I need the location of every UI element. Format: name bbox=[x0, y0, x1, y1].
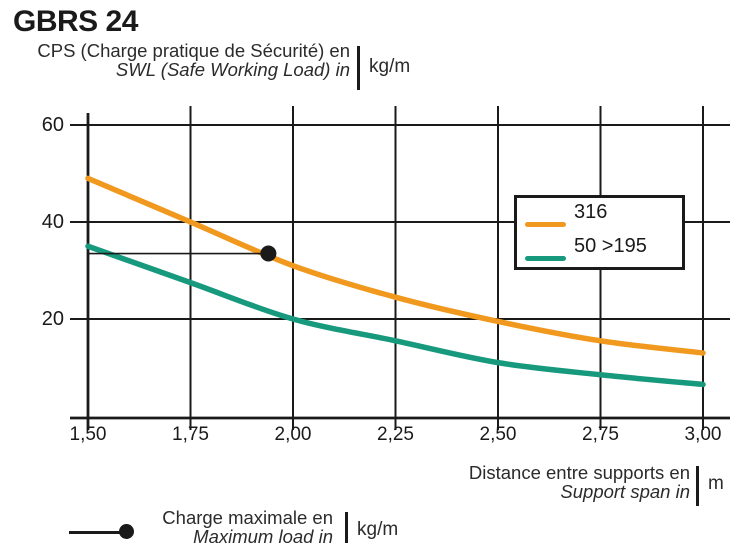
series-curve-316 bbox=[85, 175, 706, 356]
max-load-legend-line bbox=[69, 531, 121, 534]
max-load-marker bbox=[88, 245, 277, 262]
legend-label-50-195: 50 >195 bbox=[574, 235, 647, 257]
x-axis-label-fr: Distance entre supports en bbox=[468, 462, 690, 483]
y-tick-label: 20 bbox=[41, 308, 64, 330]
max-load-legend-label: Charge maximale en Maximum load in bbox=[0, 508, 333, 546]
y-tick-label: 40 bbox=[41, 211, 64, 233]
axes bbox=[70, 113, 730, 430]
x-tick-label: 2,00 bbox=[274, 424, 312, 445]
max-load-legend-en: Maximum load in bbox=[193, 526, 333, 547]
max-load-dot bbox=[260, 245, 277, 262]
x-tick-label: 2,50 bbox=[479, 424, 517, 445]
y-tick-label: 60 bbox=[41, 114, 64, 136]
y-axis-unit-divider bbox=[357, 46, 360, 90]
series-curve-50-195 bbox=[85, 243, 706, 388]
y-axis-label-en: SWL (Safe Working Load) in bbox=[115, 59, 350, 80]
legend-swatch-316 bbox=[525, 222, 566, 227]
x-axis-label-en: Support span in bbox=[560, 481, 690, 502]
x-tick-label: 2,25 bbox=[377, 424, 414, 445]
x-tick-label: 2,75 bbox=[582, 424, 619, 445]
y-axis-unit: kg/m bbox=[369, 56, 411, 77]
x-tick-label: 3,00 bbox=[684, 424, 722, 445]
legend-box: 316 50 >195 bbox=[514, 195, 685, 270]
curves bbox=[85, 175, 706, 388]
y-axis-label-fr: CPS (Charge pratique de Sécurité) en bbox=[37, 40, 350, 61]
max-load-legend-dot-icon bbox=[119, 524, 134, 539]
x-axis-unit-divider bbox=[696, 466, 699, 506]
x-tick-label: 1,50 bbox=[69, 424, 107, 445]
max-load-unit: kg/m bbox=[357, 519, 399, 540]
x-axis-unit: m bbox=[708, 473, 724, 494]
legend-swatch-50-195 bbox=[525, 256, 566, 261]
x-tick-label: 1,75 bbox=[172, 424, 209, 445]
max-load-unit-divider bbox=[345, 512, 348, 543]
legend-label-316: 316 bbox=[574, 201, 608, 223]
x-axis-label: Distance entre supports en Support span … bbox=[340, 463, 690, 501]
max-load-legend-fr: Charge maximale en bbox=[162, 507, 333, 528]
y-axis-label: CPS (Charge pratique de Sécurité) en SWL… bbox=[0, 41, 350, 79]
page-title: GBRS 24 bbox=[13, 5, 138, 38]
